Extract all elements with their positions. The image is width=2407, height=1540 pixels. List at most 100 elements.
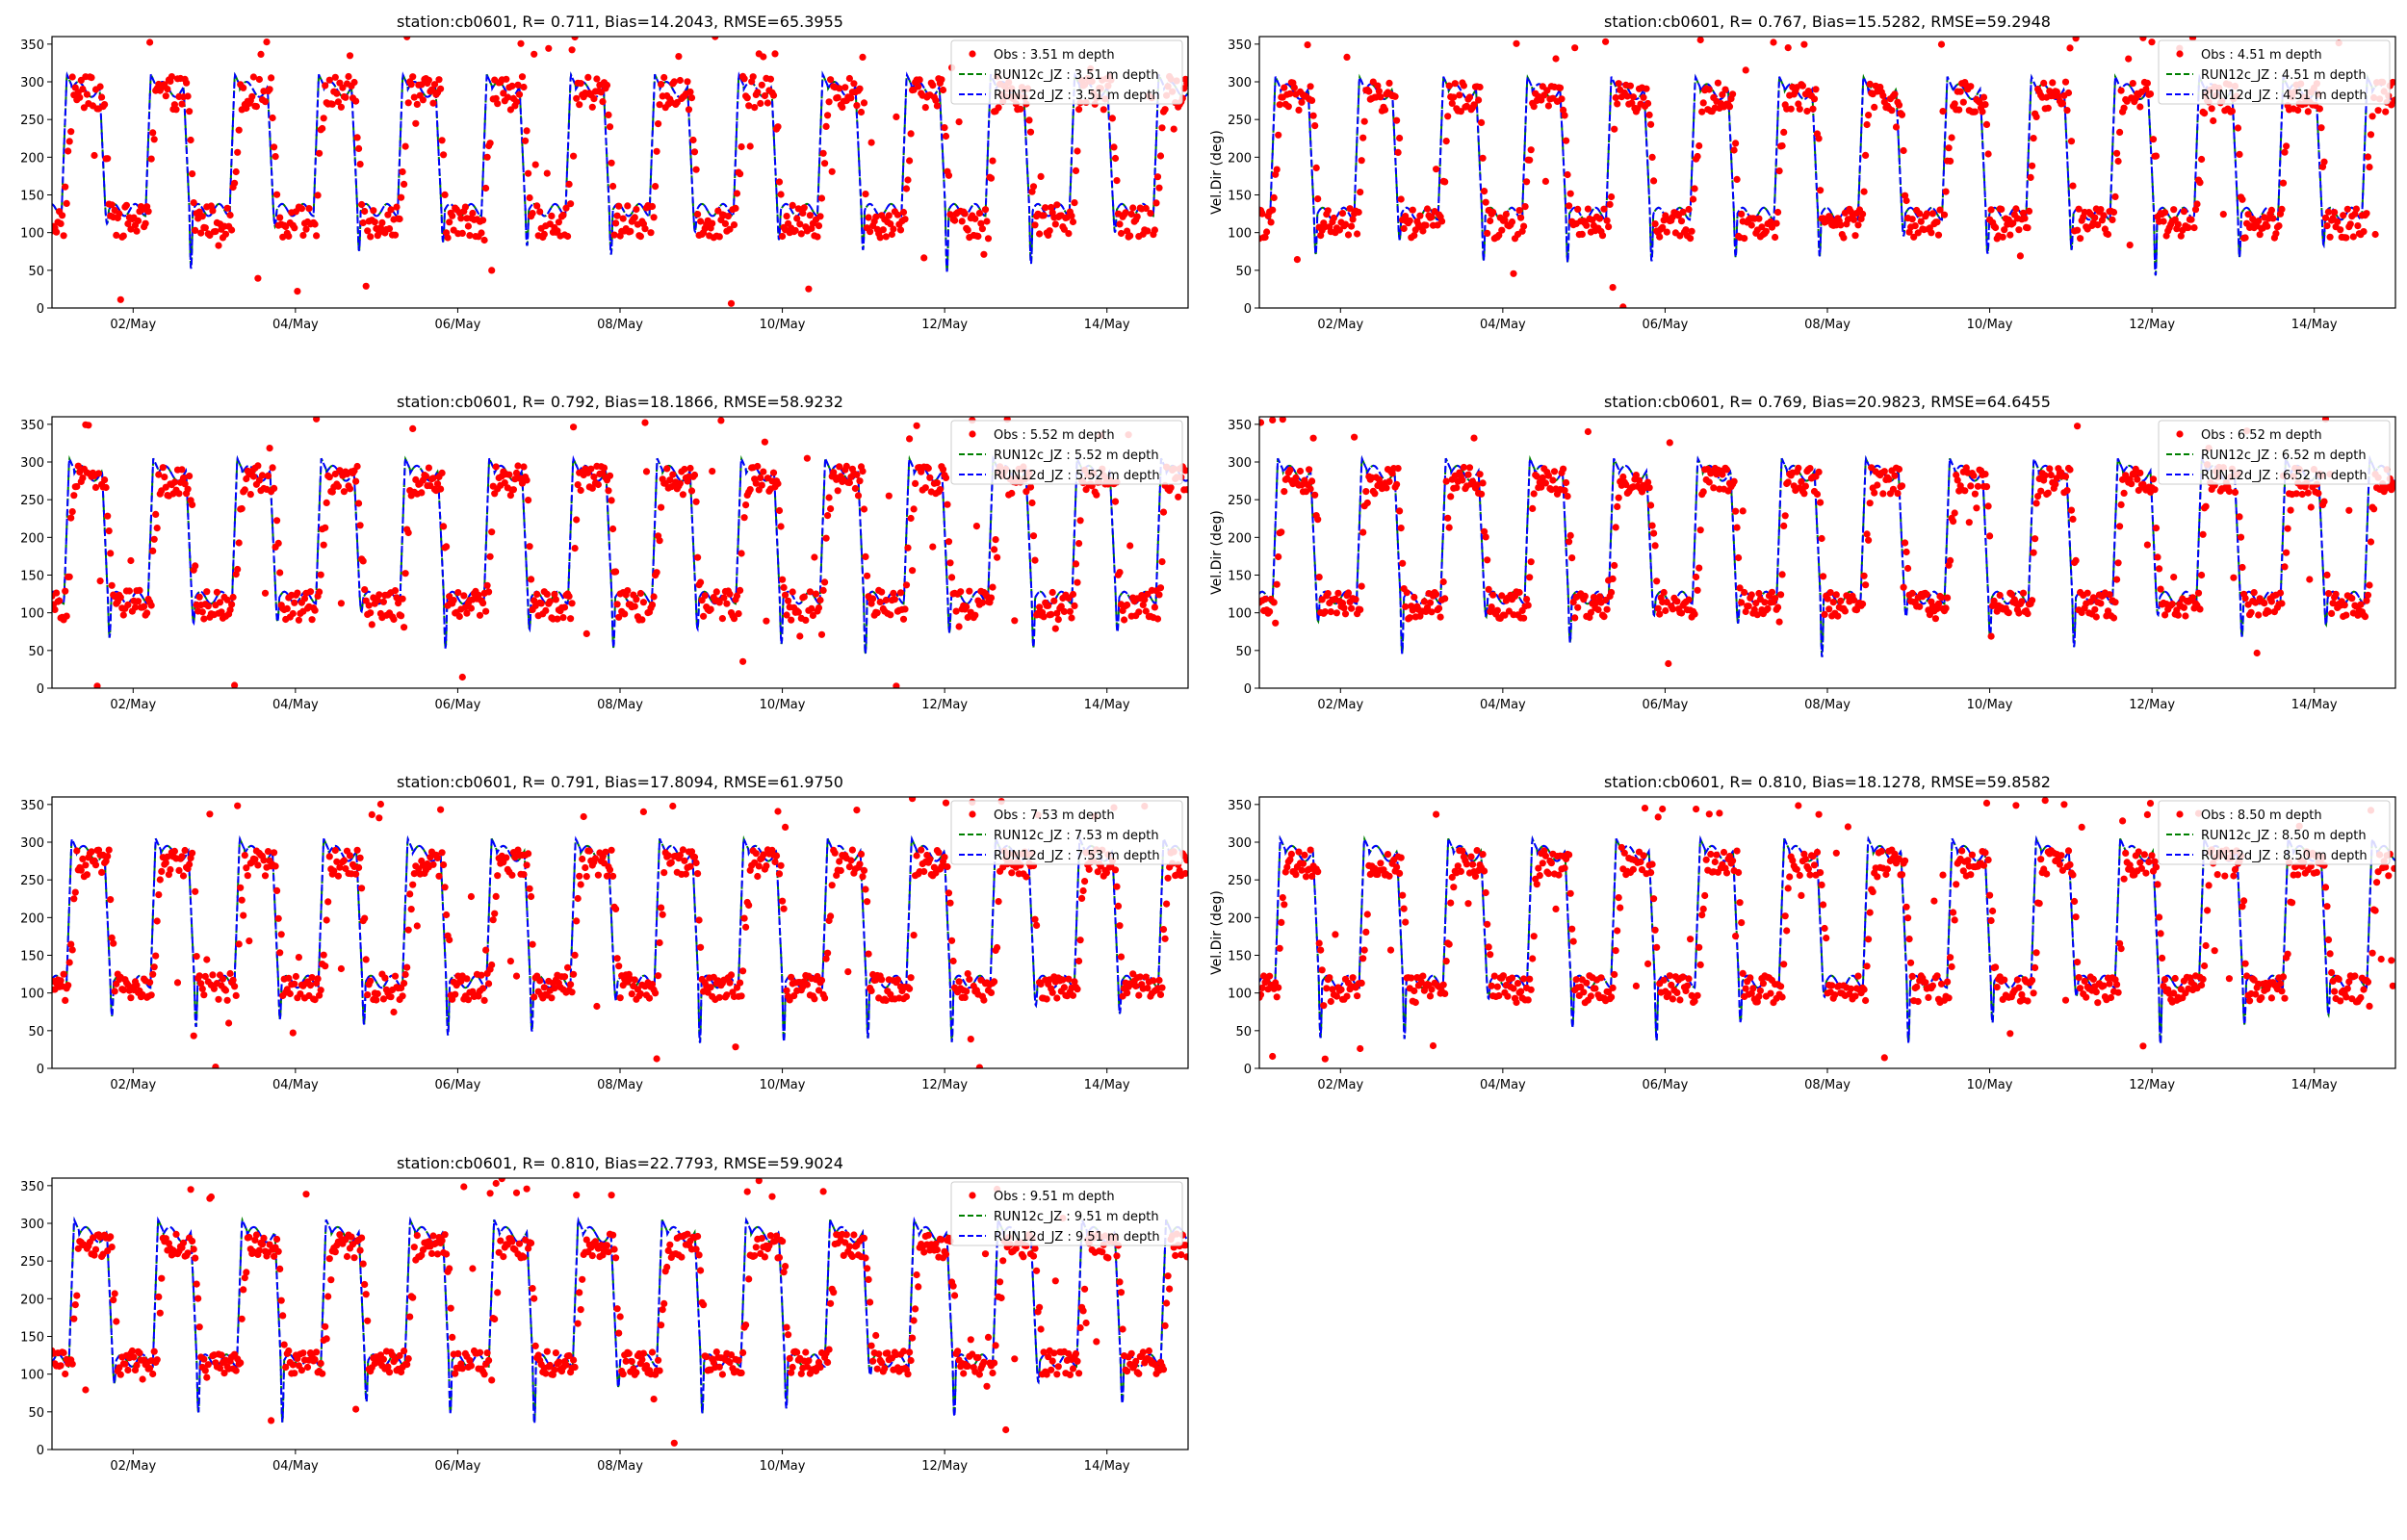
obs-dot (639, 599, 648, 606)
obs-dot (2389, 982, 2395, 989)
obs-dot (1485, 585, 1492, 594)
obs-dot (582, 873, 590, 881)
obs-dot (2252, 599, 2260, 606)
obs-dot (297, 990, 304, 998)
obs-dot (667, 859, 675, 866)
obs-dot (1442, 138, 1450, 145)
obs-dot (822, 122, 830, 130)
obs-dot (2331, 209, 2339, 217)
obs-dot (2177, 232, 2185, 240)
obs-dot (2135, 486, 2142, 495)
obs-dot (2247, 608, 2255, 616)
obs-dot (2283, 549, 2291, 556)
obs-dot (1396, 134, 1404, 142)
obs-dot (573, 917, 581, 925)
obs-dot (488, 528, 496, 536)
obs-dot (2063, 107, 2071, 115)
obs-dot (1798, 891, 1805, 900)
obs-dot (540, 984, 548, 991)
obs-dot (2234, 124, 2242, 132)
obs-dot (2066, 44, 2074, 52)
chart-title: station:cb0601, R= 0.769, Bias=20.9823, … (1604, 393, 2051, 411)
obs-dot (1464, 900, 1472, 908)
obs-dot (181, 846, 189, 855)
obs-dot (1603, 605, 1611, 613)
obs-dot (533, 590, 541, 599)
obs-dot (1768, 588, 1776, 596)
obs-dot (162, 859, 169, 867)
obs-dot (2152, 525, 2161, 532)
obs-dot (779, 576, 787, 583)
obs-dot (955, 118, 963, 126)
obs-dot (995, 898, 1002, 906)
obs-dot (899, 615, 908, 623)
obs-dot (1860, 572, 1868, 579)
obs-dot (314, 192, 322, 199)
x-tick-label: 10/May (760, 318, 806, 332)
obs-dot (74, 462, 82, 470)
obs-dot (1510, 270, 1517, 277)
obs-dot (67, 940, 75, 948)
obs-dot (1433, 166, 1440, 173)
obs-dot (1851, 232, 1859, 240)
obs-dot (774, 123, 782, 131)
legend-box (2158, 420, 2391, 485)
obs-dot (2202, 502, 2210, 510)
obs-dot (1566, 889, 1574, 897)
obs-dot (367, 977, 375, 985)
obs-dot (989, 157, 996, 165)
obs-dot (951, 217, 959, 224)
obs-dot (111, 988, 118, 995)
obs-dot (2198, 155, 2206, 164)
obs-dot (2279, 973, 2288, 981)
obs-dot (1651, 220, 1659, 228)
chart-title: station:cb0601, R= 0.767, Bias=15.5282, … (1604, 13, 2051, 31)
obs-dot (291, 599, 298, 606)
obs-dot (76, 93, 84, 101)
obs-dot (1862, 581, 1870, 589)
obs-dot (1967, 83, 1975, 90)
obs-dot (769, 469, 778, 476)
obs-dot (977, 219, 985, 227)
obs-dot (1385, 872, 1393, 880)
obs-dot (184, 485, 192, 493)
obs-dot (537, 600, 545, 607)
obs-dot (1488, 603, 1495, 611)
obs-dot (2377, 955, 2385, 963)
obs-dot (486, 140, 494, 147)
obs-dot (1530, 933, 1538, 940)
obs-dot (1959, 867, 1967, 875)
obs-dot (920, 867, 928, 876)
obs-dot (712, 588, 720, 596)
obs-dot (836, 858, 843, 865)
obs-dot (1644, 960, 1652, 968)
obs-dot (1580, 988, 1588, 996)
obs-dot (82, 861, 90, 869)
obs-dot (1566, 851, 1573, 859)
obs-dot (727, 299, 736, 307)
obs-dot (181, 480, 189, 488)
obs-dot (755, 862, 763, 870)
obs-dot (794, 205, 802, 213)
obs-dot (2019, 589, 2028, 597)
y-tick-label: 300 (20, 1218, 44, 1232)
obs-dot (1549, 476, 1557, 484)
obs-dot (1332, 931, 1339, 938)
obs-dot (1986, 891, 1994, 899)
x-tick-label: 08/May (597, 318, 643, 332)
obs-dot (2044, 489, 2052, 497)
obs-dot (2326, 233, 2334, 241)
obs-dot (358, 200, 366, 209)
obs-dot (2174, 611, 2182, 619)
obs-dot (1764, 604, 1772, 613)
obs-dot (1815, 468, 1823, 475)
obs-dot (987, 174, 996, 182)
obs-dot (1465, 464, 1474, 472)
obs-dot (1269, 1052, 1277, 1061)
obs-dot (1594, 605, 1602, 614)
obs-dot (83, 871, 91, 879)
obs-dot (60, 232, 67, 240)
obs-dot (1609, 575, 1617, 583)
obs-dot (2131, 471, 2138, 478)
